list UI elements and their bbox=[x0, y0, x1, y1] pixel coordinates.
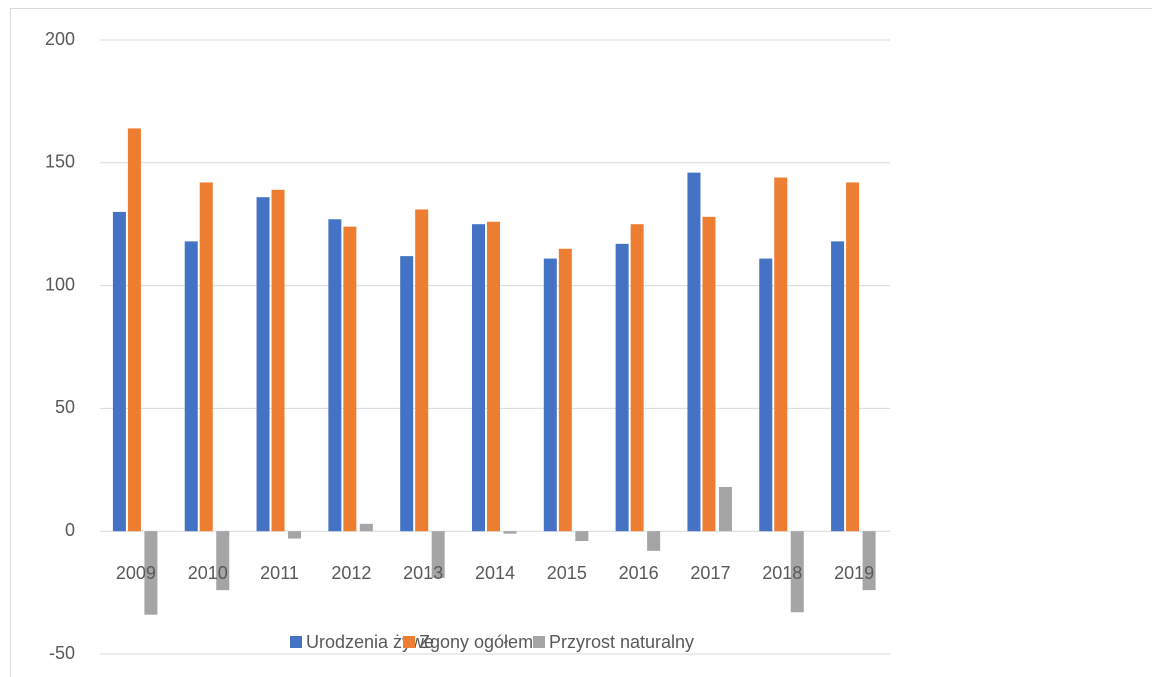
bar bbox=[558, 248, 572, 532]
x-tick-label: 2017 bbox=[690, 563, 730, 583]
bar bbox=[774, 177, 788, 532]
legend-swatch bbox=[533, 636, 545, 648]
bar bbox=[630, 224, 644, 532]
x-tick-label: 2013 bbox=[403, 563, 443, 583]
bar bbox=[759, 258, 773, 532]
bar bbox=[127, 128, 141, 532]
bar bbox=[431, 531, 445, 578]
bar bbox=[184, 241, 198, 532]
bar bbox=[112, 211, 126, 532]
bar bbox=[343, 226, 357, 532]
legend-swatch bbox=[290, 636, 302, 648]
legend-swatch bbox=[403, 636, 415, 648]
bar bbox=[472, 224, 485, 532]
bar bbox=[862, 531, 876, 591]
bar bbox=[718, 486, 732, 532]
x-tick-label: 2010 bbox=[188, 563, 228, 583]
bar bbox=[199, 182, 213, 532]
bar bbox=[702, 216, 716, 532]
bar bbox=[487, 221, 500, 532]
x-tick-label: 2019 bbox=[834, 563, 874, 583]
y-tick-label: 100 bbox=[45, 274, 75, 294]
bar bbox=[271, 189, 285, 532]
bar bbox=[647, 531, 661, 551]
x-tick-label: 2018 bbox=[762, 563, 802, 583]
y-tick-label: 0 bbox=[65, 520, 75, 540]
bar bbox=[831, 241, 845, 532]
y-tick-label: 50 bbox=[55, 397, 75, 417]
y-tick-label: 200 bbox=[45, 29, 75, 49]
bar bbox=[144, 531, 158, 615]
legend-label: Zgony ogółem bbox=[419, 632, 533, 652]
bar bbox=[256, 197, 270, 532]
legend-label: Przyrost naturalny bbox=[549, 632, 694, 652]
bar bbox=[687, 172, 701, 532]
bar bbox=[790, 531, 804, 613]
x-tick-label: 2012 bbox=[331, 563, 371, 583]
bar bbox=[543, 258, 557, 532]
x-tick-label: 2014 bbox=[475, 563, 515, 583]
chart-border bbox=[10, 8, 1152, 677]
y-tick-label: -50 bbox=[49, 643, 75, 663]
y-tick-label: 150 bbox=[45, 152, 75, 172]
bar bbox=[328, 219, 342, 532]
legend-label: Urodzenia żywe bbox=[306, 632, 434, 652]
bar bbox=[415, 209, 429, 532]
bar bbox=[359, 523, 373, 532]
bar bbox=[575, 531, 589, 542]
bar bbox=[216, 531, 230, 591]
x-tick-label: 2011 bbox=[260, 563, 299, 583]
bar bbox=[288, 531, 302, 539]
x-tick-label: 2015 bbox=[547, 563, 587, 583]
bar bbox=[846, 182, 860, 532]
x-tick-label: 2009 bbox=[116, 563, 156, 583]
x-tick-label: 2016 bbox=[619, 563, 659, 583]
bar bbox=[400, 256, 414, 532]
bar bbox=[503, 531, 517, 534]
bar bbox=[615, 243, 629, 532]
